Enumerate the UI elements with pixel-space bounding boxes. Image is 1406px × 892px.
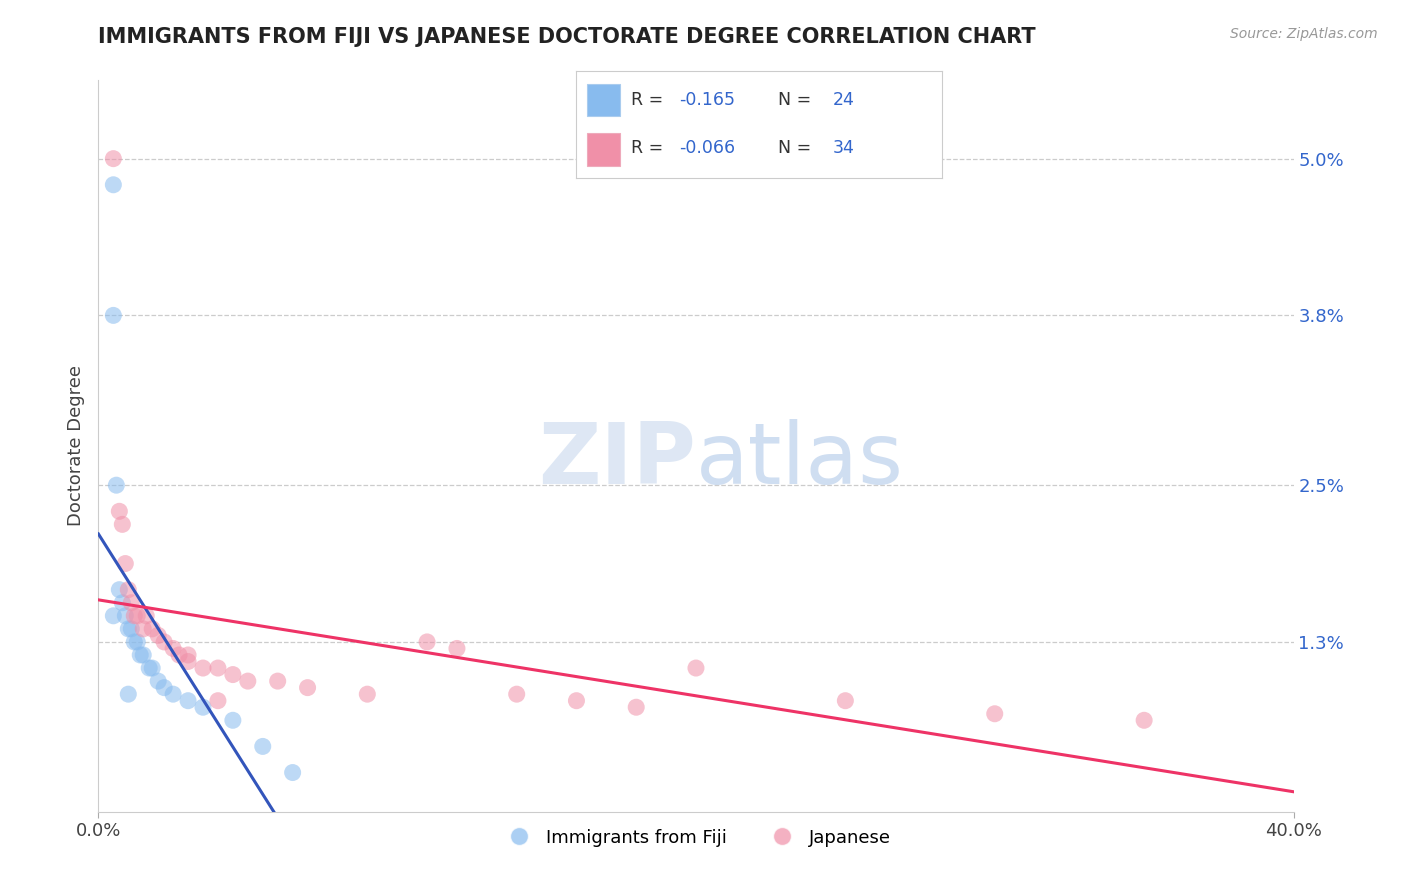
Point — [124, 608, 146, 623]
Point — [207, 661, 229, 675]
Point — [446, 641, 468, 656]
Point — [1133, 714, 1156, 728]
Legend: Immigrants from Fiji, Japanese: Immigrants from Fiji, Japanese — [494, 822, 898, 854]
Point — [148, 628, 170, 642]
Point — [506, 687, 529, 701]
Text: Source: ZipAtlas.com: Source: ZipAtlas.com — [1230, 27, 1378, 41]
Point — [177, 655, 200, 669]
Point — [127, 608, 149, 623]
Point — [281, 765, 304, 780]
Point — [141, 622, 163, 636]
Text: N =: N = — [778, 91, 817, 109]
Point — [565, 694, 588, 708]
Point — [236, 674, 259, 689]
Point — [177, 648, 200, 662]
Point — [191, 661, 214, 675]
Point — [117, 582, 139, 597]
Text: -0.066: -0.066 — [679, 139, 735, 157]
Text: IMMIGRANTS FROM FIJI VS JAPANESE DOCTORATE DEGREE CORRELATION CHART: IMMIGRANTS FROM FIJI VS JAPANESE DOCTORA… — [98, 27, 1036, 46]
Point — [148, 674, 170, 689]
Point — [105, 478, 128, 492]
Point — [124, 635, 146, 649]
Point — [117, 622, 139, 636]
Point — [132, 648, 155, 662]
Point — [222, 667, 245, 681]
Point — [129, 648, 152, 662]
Point — [103, 178, 125, 192]
Text: 24: 24 — [832, 91, 855, 109]
Point — [297, 681, 319, 695]
Point — [114, 608, 136, 623]
Point — [207, 694, 229, 708]
Point — [162, 641, 184, 656]
Point — [356, 687, 378, 701]
Point — [984, 706, 1007, 721]
Point — [191, 700, 214, 714]
Point — [222, 714, 245, 728]
Point — [111, 596, 134, 610]
Point — [167, 648, 190, 662]
Text: N =: N = — [778, 139, 817, 157]
Point — [103, 309, 125, 323]
Point — [120, 622, 142, 636]
Point — [132, 622, 155, 636]
Point — [103, 608, 125, 623]
Text: atlas: atlas — [696, 419, 904, 502]
Point — [141, 661, 163, 675]
Point — [108, 504, 131, 518]
Y-axis label: Doctorate Degree: Doctorate Degree — [66, 366, 84, 526]
Point — [267, 674, 290, 689]
Text: ZIP: ZIP — [538, 419, 696, 502]
Point — [162, 687, 184, 701]
Text: -0.165: -0.165 — [679, 91, 735, 109]
Point — [252, 739, 274, 754]
Point — [127, 635, 149, 649]
FancyBboxPatch shape — [588, 134, 620, 166]
Point — [177, 694, 200, 708]
Point — [685, 661, 707, 675]
Point — [108, 582, 131, 597]
Point — [416, 635, 439, 649]
Point — [138, 661, 160, 675]
Point — [626, 700, 648, 714]
Point — [114, 557, 136, 571]
Point — [120, 596, 142, 610]
Point — [153, 681, 176, 695]
Point — [834, 694, 856, 708]
Text: 34: 34 — [832, 139, 855, 157]
Point — [117, 687, 139, 701]
Text: R =: R = — [631, 91, 669, 109]
Point — [111, 517, 134, 532]
Point — [135, 608, 157, 623]
FancyBboxPatch shape — [588, 84, 620, 116]
Point — [153, 635, 176, 649]
Text: R =: R = — [631, 139, 669, 157]
Point — [103, 152, 125, 166]
